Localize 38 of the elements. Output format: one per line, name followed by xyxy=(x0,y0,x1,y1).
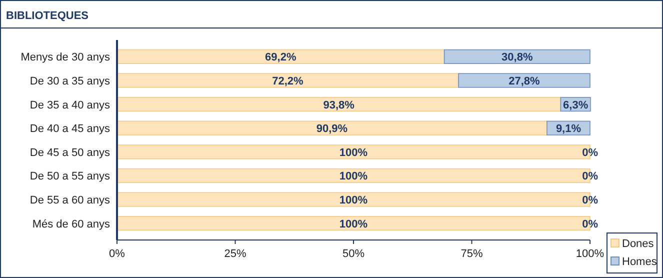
x-tick-label: 100% xyxy=(576,248,604,260)
chart-title: BIBLIOTEQUES xyxy=(6,10,89,22)
data-label: 72,2% xyxy=(272,75,304,88)
legend-label: Dones xyxy=(622,238,654,250)
y-tick-label: Menys de 30 anys xyxy=(20,52,110,64)
bar xyxy=(444,49,590,64)
data-label: 30,8% xyxy=(502,52,533,64)
y-tick-label: De 55 a 60 anys xyxy=(30,194,110,207)
y-tick-label: De 45 a 50 anys xyxy=(30,146,110,159)
data-label: 0% xyxy=(582,146,598,159)
bar xyxy=(116,49,445,64)
y-tick-label: De 35 a 40 anys xyxy=(30,99,110,112)
x-tick-label: 50% xyxy=(342,248,365,260)
y-tick-label: Més de 60 anys xyxy=(32,218,110,230)
data-label: 100% xyxy=(339,170,368,183)
y-tick-label: De 40 a 45 anys xyxy=(30,123,110,136)
data-label: 69,2% xyxy=(265,52,296,64)
y-tick-label: De 30 a 35 anys xyxy=(30,75,110,88)
data-label: 0% xyxy=(582,170,598,183)
data-label: 0% xyxy=(582,218,598,230)
x-tick-label: 0% xyxy=(109,248,126,260)
data-label: 100% xyxy=(339,194,368,207)
data-label: 9,1% xyxy=(556,123,582,136)
data-label: 100% xyxy=(339,218,368,230)
bar xyxy=(116,73,459,88)
data-label: 27,8% xyxy=(508,75,540,88)
data-label: 90,9% xyxy=(316,123,348,136)
data-label: 100% xyxy=(339,146,368,159)
bar xyxy=(116,120,548,136)
bar xyxy=(458,73,590,88)
bar xyxy=(116,96,562,112)
y-tick-label: De 50 a 55 anys xyxy=(30,170,110,183)
data-label: 6,3% xyxy=(563,99,588,112)
x-tick-label: 25% xyxy=(224,248,246,260)
legend-label: Homes xyxy=(622,256,658,268)
x-tick-label: 75% xyxy=(460,248,483,260)
data-label: 0% xyxy=(582,194,598,207)
data-label: 93,8% xyxy=(323,99,355,112)
